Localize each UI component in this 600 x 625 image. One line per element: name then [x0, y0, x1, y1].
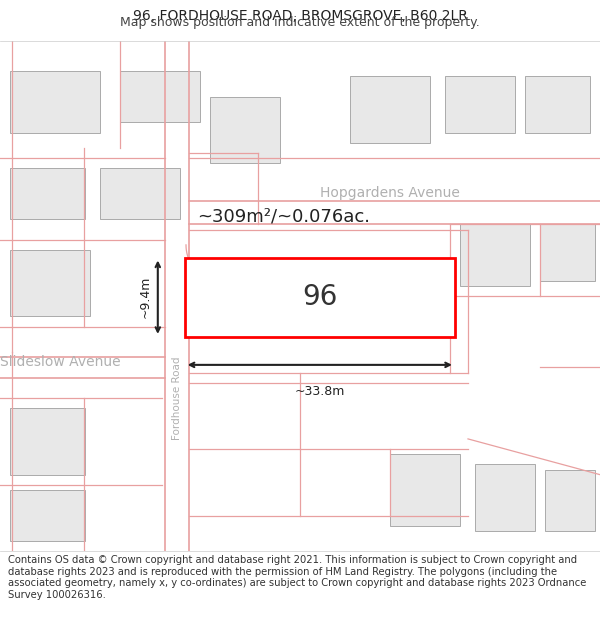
Bar: [460, 224, 530, 286]
Text: 96: 96: [302, 283, 337, 311]
Bar: [100, 168, 180, 219]
Bar: [525, 76, 590, 132]
Text: 96, FORDHOUSE ROAD, BROMSGROVE, B60 2LR: 96, FORDHOUSE ROAD, BROMSGROVE, B60 2LR: [133, 9, 467, 23]
Bar: [10, 408, 85, 474]
Text: Contains OS data © Crown copyright and database right 2021. This information is : Contains OS data © Crown copyright and d…: [8, 555, 586, 600]
Bar: [540, 224, 595, 281]
Bar: [185, 258, 455, 337]
Bar: [350, 76, 430, 142]
Text: Fordhouse Road: Fordhouse Road: [172, 356, 182, 440]
Text: Hopgardens Avenue: Hopgardens Avenue: [320, 186, 460, 199]
Text: ~309m²/~0.076ac.: ~309m²/~0.076ac.: [197, 208, 370, 226]
Bar: [390, 454, 460, 526]
Bar: [120, 71, 200, 122]
Bar: [10, 71, 100, 132]
Text: Slideslow Avenue: Slideslow Avenue: [0, 356, 121, 369]
Bar: [10, 490, 85, 541]
Text: ~33.8m: ~33.8m: [295, 385, 345, 398]
Bar: [475, 464, 535, 531]
Bar: [545, 469, 595, 531]
Bar: [10, 250, 90, 316]
Text: ~9.4m: ~9.4m: [139, 276, 152, 318]
Bar: [445, 76, 515, 132]
Bar: [10, 168, 85, 219]
Text: Map shows position and indicative extent of the property.: Map shows position and indicative extent…: [120, 16, 480, 29]
Bar: [210, 97, 280, 163]
